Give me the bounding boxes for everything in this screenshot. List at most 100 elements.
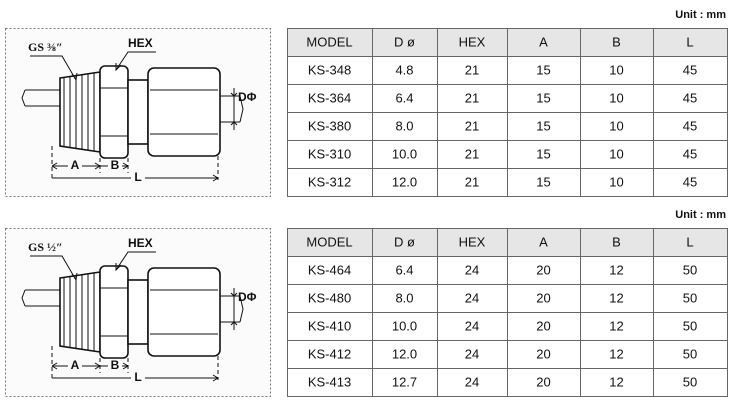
header-text: A xyxy=(539,234,548,249)
table-cell xyxy=(372,284,438,313)
cell-text: 20 xyxy=(536,318,550,333)
cell-text: 6.4 xyxy=(395,90,413,105)
table-cell xyxy=(507,56,581,85)
table-cell xyxy=(653,56,728,85)
cell-text: 45 xyxy=(683,62,697,77)
cell-text: 50 xyxy=(683,374,697,389)
table-cell xyxy=(507,112,581,141)
header-cell xyxy=(507,228,581,257)
table-cell xyxy=(287,112,373,141)
cell-text: 20 xyxy=(536,262,550,277)
thread-label: GS ⅜″ xyxy=(28,40,63,54)
hex-leader xyxy=(115,51,156,72)
cell-text: 10.0 xyxy=(392,146,417,161)
diagram: DΦ A BL GS ⅜″ HEX xyxy=(5,28,271,197)
header-cell xyxy=(287,228,373,257)
header-text: MODEL xyxy=(306,34,352,49)
header-cell xyxy=(653,28,728,57)
table-cell xyxy=(653,112,728,141)
l-bg xyxy=(131,171,145,185)
cell-text: 12.0 xyxy=(392,346,417,361)
cell-text: 15 xyxy=(536,62,550,77)
table-cell xyxy=(437,56,508,85)
header-text: MODEL xyxy=(306,234,352,249)
cell-text: KS-348 xyxy=(308,62,351,77)
cell-text: 24 xyxy=(465,262,479,277)
cell-text: 10 xyxy=(609,62,623,77)
cell-text: 50 xyxy=(683,262,697,277)
table-cell xyxy=(437,112,508,141)
table-cell xyxy=(437,312,508,341)
table-cell xyxy=(437,84,508,113)
tube xyxy=(21,89,62,107)
table-cell xyxy=(372,168,438,197)
header-text: B xyxy=(612,234,621,249)
cell-text: 12 xyxy=(609,318,623,333)
table-cell xyxy=(437,284,508,313)
table-cell xyxy=(372,256,438,285)
thread-leader xyxy=(30,255,78,282)
unit-label: Unit : mm xyxy=(675,9,726,21)
table-cell xyxy=(372,368,438,397)
cell-text: KS-410 xyxy=(308,318,351,333)
table-cell xyxy=(653,256,728,285)
cell-text: 21 xyxy=(465,90,479,105)
cell-text: 8.0 xyxy=(395,118,413,133)
cell-text: 12.7 xyxy=(392,374,417,389)
cell-text: KS-480 xyxy=(308,290,351,305)
cell-text: KS-464 xyxy=(308,262,351,277)
cell-text: 50 xyxy=(683,318,697,333)
cell-text: KS-312 xyxy=(308,174,351,189)
hex-lines xyxy=(100,287,128,337)
table-cell xyxy=(653,168,728,197)
table-cell xyxy=(287,368,373,397)
b-bg xyxy=(108,359,122,373)
hex-leader xyxy=(115,251,156,272)
hex-label: HEX xyxy=(128,36,153,50)
cell-text: 20 xyxy=(536,290,550,305)
table-cell xyxy=(507,140,581,169)
table-cell xyxy=(437,256,508,285)
table-cell xyxy=(580,340,654,369)
cell-text: 10.0 xyxy=(392,318,417,333)
cell-text: KS-364 xyxy=(308,90,351,105)
header-text: L xyxy=(686,234,693,249)
table-cell xyxy=(437,140,508,169)
header-cell xyxy=(437,228,508,257)
cell-text: 21 xyxy=(465,146,479,161)
a-bg xyxy=(68,159,82,173)
d-label: DΦ xyxy=(238,90,257,104)
cell-text: 6.4 xyxy=(395,262,413,277)
b-bg xyxy=(108,159,122,173)
cell-text: 21 xyxy=(465,174,479,189)
a-label: A xyxy=(71,158,80,172)
cell-text: KS-310 xyxy=(308,146,351,161)
header-text: D ø xyxy=(394,34,415,49)
cell-text: 8.0 xyxy=(395,290,413,305)
cell-text: 10 xyxy=(609,146,623,161)
tube xyxy=(21,289,62,307)
header-text: A xyxy=(539,34,548,49)
nut-lines xyxy=(150,289,218,335)
nut xyxy=(147,267,221,357)
cell-text: 15 xyxy=(536,118,550,133)
cell-text: 20 xyxy=(536,374,550,389)
table-cell xyxy=(507,284,581,313)
l-label: L xyxy=(134,370,141,384)
header-text: D ø xyxy=(394,234,415,249)
neck xyxy=(127,279,149,345)
cell-text: 12 xyxy=(609,290,623,305)
diagram: DΦ A BL GS ½″ HEX xyxy=(5,228,271,397)
header-text: HEX xyxy=(459,234,486,249)
nut-lines xyxy=(150,89,218,135)
d-dim xyxy=(230,88,238,130)
cell-text: 10 xyxy=(609,118,623,133)
header-cell xyxy=(507,28,581,57)
neck xyxy=(127,79,149,145)
table-cell xyxy=(287,84,373,113)
thread-label: GS ½″ xyxy=(28,240,63,254)
cell-text: 21 xyxy=(465,118,479,133)
thread-lines xyxy=(63,273,95,351)
table-cell xyxy=(372,340,438,369)
table-cell xyxy=(653,84,728,113)
